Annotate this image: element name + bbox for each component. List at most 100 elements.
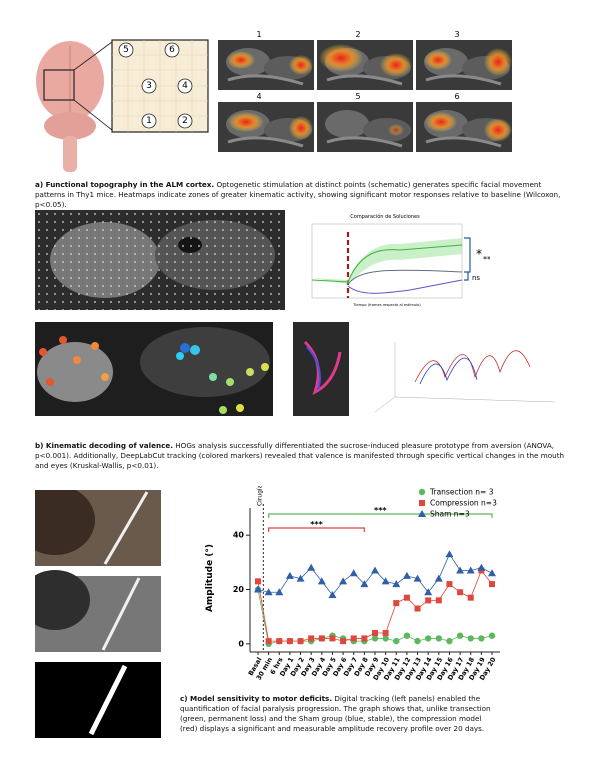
heatmap-label: 4 [256,92,261,101]
tracking-panels [35,490,161,738]
brain-cerebellum [44,112,96,140]
data-point [276,638,283,645]
caption-title: a) Functional topography in the ALM cort… [35,180,215,189]
data-point [489,581,495,588]
data-point [382,635,389,642]
caption-c: c) Model sensitivity to motor deficits. … [180,694,500,734]
data-point [435,597,442,604]
data-point [329,635,336,642]
hog-image [35,210,285,310]
caption-b: b) Kinematic decoding of valence. HOGs a… [35,441,565,471]
heatmap-tile [216,100,316,154]
brain-schematic: 5 6 3 4 1 2 [36,39,209,172]
point-label: 3 [146,81,152,91]
data-point [371,635,379,642]
heatmap-tile [315,100,415,154]
point-circles [118,42,193,129]
heatmap-tile [216,38,316,92]
point-label: 1 [146,116,152,126]
plot-3d [374,342,556,413]
data-point [419,500,425,506]
series [255,567,495,645]
data-point [456,566,465,574]
curve [347,269,463,285]
data-point [350,635,357,642]
heatmap-label: 2 [355,30,360,39]
significance: ** [483,255,490,264]
significance-bracket [268,513,493,518]
data-point [488,632,496,639]
data-point [403,594,410,601]
caption-text: Digital tracking (left panels) enabled t… [180,694,491,733]
heatmap-label: 5 [355,92,360,101]
data-point [285,571,294,579]
data-point [488,569,496,577]
data-point [308,635,315,642]
data-point [297,638,304,645]
significance: * [476,247,482,261]
data-point [372,629,378,636]
significance-label: *** [374,506,387,515]
y-tick-label: 20 [233,585,245,594]
heatmap-label: 6 [454,92,459,101]
data-point [264,588,273,596]
data-point [393,637,400,645]
brain-stem [63,136,77,172]
significance: ns [472,274,480,282]
data-point [445,550,454,558]
point-label: 6 [169,45,175,55]
data-point [381,577,390,585]
curve [311,244,463,283]
point-label: 5 [123,45,129,55]
plot-frame [311,223,463,299]
data-point [456,632,464,639]
data-point [414,605,421,612]
data-point [413,574,422,582]
data-point [424,635,432,642]
data-point [275,588,284,596]
data-point [424,588,433,596]
caption-text: Optogenetic stimulation at distinct poin… [35,180,561,209]
tracking-images [35,322,556,416]
point-label: 2 [182,116,188,126]
data-point [467,594,474,601]
heatmap-tile [414,100,514,154]
data-point [339,577,348,585]
data-point [296,574,305,582]
data-point [403,632,411,639]
caption-title: c) Model sensitivity to motor deficits. [180,694,333,703]
data-point [418,488,426,496]
y-axis-label: Amplitude (°) [205,544,215,612]
data-point [414,637,421,645]
data-point [402,571,411,579]
data-point [254,585,262,593]
heatmap-label: 1 [256,30,261,39]
data-point [340,638,347,645]
curve [347,279,463,294]
heatmap-tile [315,38,415,92]
data-point [349,569,358,577]
y-tick-label: 0 [238,639,244,648]
data-point [317,577,326,585]
significance-label: *** [310,520,323,529]
comparison-plot: Comparación de Soluciones * ** ns Tiempo… [311,213,490,307]
series [254,550,496,598]
significance-bracket [268,527,365,532]
x-label: Tiempo (frames respecto al estímulo) [352,303,421,307]
plot-title: Comparación de Soluciones [350,213,420,220]
data-point [318,635,325,642]
data-point [392,580,401,588]
data-point [466,566,475,574]
legend-label: Transection n= 3 [429,488,494,497]
data-point [457,589,464,596]
event-label: Cirugía [256,486,263,506]
data-point [393,600,400,607]
band [312,238,462,284]
data-point [446,637,453,645]
legend-label: Sham n=3 [430,510,470,519]
data-point [361,635,368,642]
caption-title: b) Kinematic decoding of valence. [35,441,173,450]
heatmap-label: 3 [454,30,459,39]
zoom-box [43,69,75,101]
